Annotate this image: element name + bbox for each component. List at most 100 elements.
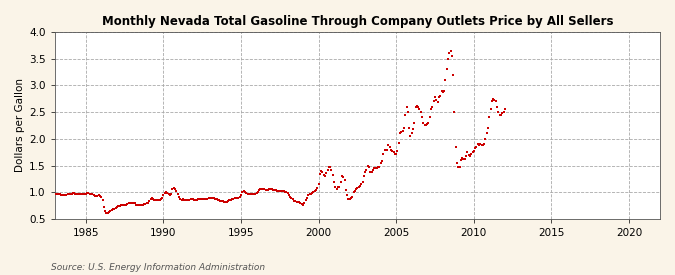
Point [215, 199, 226, 203]
Point [500, 107, 510, 112]
Point [109, 207, 119, 211]
Point [244, 192, 255, 196]
Point [353, 185, 364, 189]
Point [494, 112, 505, 117]
Point [303, 193, 314, 197]
Point [128, 201, 139, 205]
Point [225, 197, 236, 202]
Point [344, 196, 355, 201]
Point [91, 194, 102, 198]
Point [167, 187, 178, 191]
Point [209, 196, 219, 200]
Point [398, 126, 409, 130]
Point [476, 143, 487, 147]
Point [300, 197, 311, 202]
Point [211, 197, 222, 201]
Point [357, 179, 368, 184]
Point [333, 185, 344, 190]
Point [223, 199, 234, 204]
Point [291, 200, 302, 204]
Point [445, 48, 456, 53]
Point [82, 191, 92, 196]
Point [470, 146, 481, 151]
Point [169, 186, 180, 191]
Point [322, 167, 333, 172]
Point [337, 174, 348, 178]
Point [412, 103, 423, 108]
Point [100, 209, 111, 213]
Point [286, 196, 297, 200]
Point [216, 199, 227, 204]
Point [402, 110, 413, 114]
Point [281, 190, 292, 194]
Point [401, 104, 412, 109]
Point [320, 174, 331, 178]
Point [477, 143, 488, 147]
Point [196, 197, 207, 201]
Point [185, 197, 196, 201]
Point [308, 190, 319, 194]
Point [55, 192, 65, 197]
Point [406, 131, 417, 136]
Point [279, 189, 290, 194]
Point [440, 78, 451, 82]
Point [273, 189, 284, 193]
Point [154, 197, 165, 202]
Point [391, 152, 402, 156]
Point [76, 192, 86, 197]
Point [290, 199, 301, 204]
Point [59, 193, 70, 198]
Point [317, 170, 328, 174]
Point [96, 194, 107, 199]
Point [272, 188, 283, 193]
Point [367, 170, 377, 174]
Point [340, 188, 351, 192]
Point [151, 198, 162, 202]
Point [83, 191, 94, 196]
Point [119, 202, 130, 207]
Point [229, 196, 240, 200]
Point [479, 142, 489, 146]
Point [268, 187, 279, 192]
Point [296, 202, 307, 206]
Point [431, 98, 441, 103]
Point [379, 147, 390, 152]
Point [339, 178, 350, 183]
Point [392, 148, 403, 153]
Point [172, 192, 183, 196]
Point [107, 207, 118, 211]
Point [166, 192, 177, 197]
Point [367, 167, 378, 172]
Point [472, 142, 483, 146]
Point [264, 187, 275, 191]
Point [323, 164, 334, 169]
Point [460, 154, 471, 158]
Point [491, 104, 502, 109]
Point [190, 197, 201, 202]
Point [362, 163, 373, 168]
Point [489, 98, 500, 103]
Point [217, 199, 228, 204]
Point [149, 198, 160, 202]
Point [425, 115, 435, 120]
Point [240, 189, 250, 194]
Point [294, 200, 304, 205]
Point [378, 152, 389, 156]
Point [429, 99, 439, 104]
Text: Source: U.S. Energy Information Administration: Source: U.S. Energy Information Administ… [51, 263, 265, 272]
Point [103, 210, 113, 215]
Point [453, 164, 464, 169]
Point [426, 107, 437, 112]
Point [246, 192, 256, 196]
Point [408, 127, 418, 131]
Point [458, 157, 469, 161]
Point [289, 199, 300, 203]
Point [335, 179, 346, 184]
Point [151, 198, 161, 202]
Point [52, 192, 63, 196]
Point [310, 188, 321, 192]
Y-axis label: Dollars per Gallon: Dollars per Gallon [15, 78, 25, 172]
Point [285, 194, 296, 199]
Point [135, 202, 146, 207]
Point [316, 169, 327, 173]
